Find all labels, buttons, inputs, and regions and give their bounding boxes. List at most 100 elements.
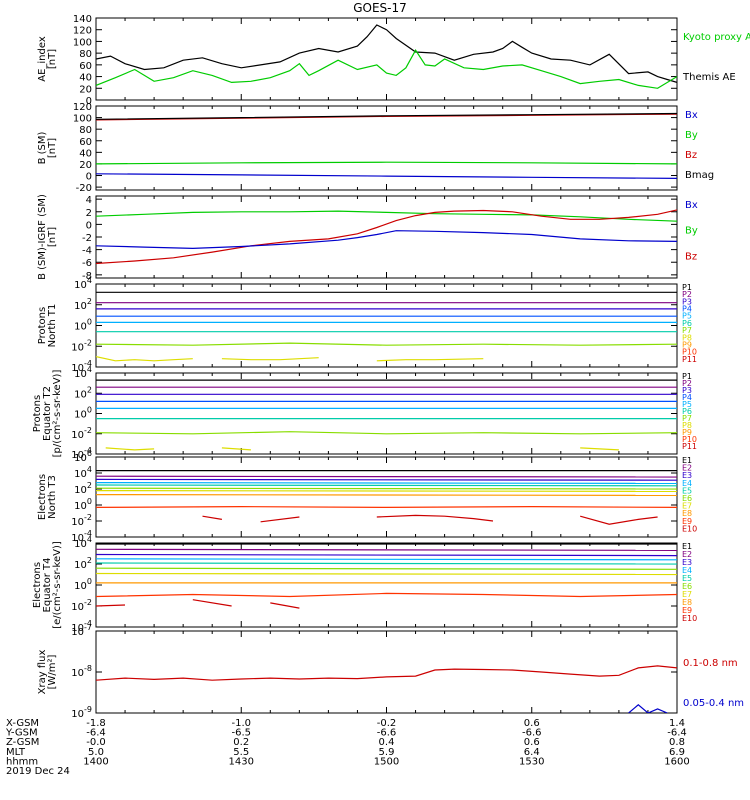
series-line-p8c bbox=[580, 447, 619, 451]
figure-title: GOES-17 bbox=[353, 1, 407, 15]
y-tick-label: 0 bbox=[86, 172, 92, 183]
y-axis-label: Protons bbox=[32, 395, 43, 432]
series-line-e9 bbox=[96, 592, 677, 598]
y-tick-label: 102 bbox=[74, 556, 92, 571]
y-tick-label: 102 bbox=[74, 481, 92, 496]
series-line-p8 bbox=[96, 356, 193, 362]
footer-value: -6.6 bbox=[377, 728, 397, 739]
series-line-bz bbox=[96, 209, 677, 265]
y-tick-label: 104 bbox=[74, 535, 92, 550]
legend-entry: P5 bbox=[682, 312, 692, 321]
series-line-e4 bbox=[96, 558, 677, 561]
series-line-e2 bbox=[96, 548, 677, 552]
y-tick-label: 0 bbox=[86, 96, 92, 107]
y-axis-label: B (SM) bbox=[37, 131, 48, 164]
legend-entry: E1 bbox=[682, 542, 692, 551]
panel-frame bbox=[95, 456, 678, 538]
legend-entry: E2 bbox=[682, 550, 692, 559]
series-line-e7 bbox=[96, 572, 677, 576]
y-tick-label: 104 bbox=[74, 365, 92, 380]
y-tick-label: 10-7 bbox=[71, 623, 92, 638]
footer-value: -6.6 bbox=[522, 728, 542, 739]
panel-frame bbox=[95, 372, 678, 455]
series-line-e8 bbox=[96, 494, 677, 496]
footer-value: 6.4 bbox=[524, 747, 540, 758]
legend-entry: E5 bbox=[682, 574, 692, 583]
y-tick-label: 120 bbox=[73, 102, 92, 113]
legend-entry: E5 bbox=[682, 486, 692, 495]
y-axis-label: North T1 bbox=[47, 304, 58, 348]
series-line-themis-ae bbox=[96, 24, 677, 83]
y-axis-label: [e/(cm²-s-sr-keV)] bbox=[52, 541, 63, 629]
series-line-e10d bbox=[580, 515, 658, 525]
y-tick-label: 40 bbox=[79, 73, 92, 84]
legend-entry: P9 bbox=[682, 340, 692, 349]
panel-7: 10-9 10-8 10-7 Xray flux [W/m²] 0.1-0.8 nm 0.0… bbox=[37, 623, 744, 720]
y-tick-label: 40 bbox=[79, 148, 92, 159]
legend-entry: P3 bbox=[682, 297, 692, 306]
legend-entry: P10 bbox=[682, 435, 697, 444]
footer-value: -0.0 bbox=[86, 737, 106, 748]
legend-entry: P3 bbox=[682, 386, 692, 395]
footer-row-label: Z-GSM bbox=[6, 737, 39, 748]
footer-value: -0.2 bbox=[377, 718, 397, 729]
footer-value: 5.5 bbox=[233, 747, 249, 758]
y-axis-label: Equator T2 bbox=[42, 386, 53, 441]
footer-value: -6.4 bbox=[667, 728, 687, 739]
footer-value: 5.9 bbox=[379, 747, 395, 758]
y-axis-label: [W/m²] bbox=[47, 654, 58, 689]
legend-entry: Bmag bbox=[685, 170, 714, 181]
y-tick-label: 80 bbox=[79, 125, 92, 136]
legend-entry: E1 bbox=[682, 456, 692, 465]
series-line-e3 bbox=[96, 553, 677, 557]
y-axis-label: [p/(cm²-s-sr-keV)] bbox=[52, 370, 63, 458]
legend-entry: P6 bbox=[682, 319, 692, 328]
y-tick-label: 20 bbox=[79, 84, 92, 95]
legend-entry: E4 bbox=[682, 479, 692, 488]
panel-4: 10-4 10-2 100 102 104 Protons Equator T2 [p/(cm… bbox=[32, 365, 697, 461]
footer-row-label: Y-GSM bbox=[5, 728, 38, 739]
series-line-e4 bbox=[96, 482, 677, 484]
series-line-by bbox=[96, 210, 677, 222]
y-axis-label: Electrons bbox=[37, 474, 48, 520]
series-line-e9 bbox=[96, 505, 677, 509]
series-line-0-05-0-4-nm bbox=[628, 704, 668, 713]
legend-entry: P9 bbox=[682, 428, 692, 437]
legend-entry: P1 bbox=[682, 372, 692, 381]
legend-entry: E4 bbox=[682, 566, 692, 575]
ephemeris-footer: X-GSM -1.8 -1.0 -0.2 0.6 1.4 Y-GSM -6.4 -6.5 -6.6… bbox=[5, 718, 690, 777]
legend-entry: E6 bbox=[682, 582, 692, 591]
y-tick-label: 10-4 bbox=[71, 619, 92, 634]
legend-entry: E10 bbox=[682, 614, 697, 623]
legend-entry: E7 bbox=[682, 502, 692, 511]
y-axis-label: North T3 bbox=[47, 475, 58, 519]
footer-value: 1600 bbox=[664, 756, 689, 767]
legend-entry: E7 bbox=[682, 590, 692, 599]
series-line-bmag bbox=[96, 112, 677, 120]
footer-value: -1.0 bbox=[231, 718, 251, 729]
legend-entry: E3 bbox=[682, 558, 692, 567]
legend-entry: P8 bbox=[682, 333, 692, 342]
legend-entry: 0.05-0.4 nm bbox=[683, 698, 744, 709]
series-line-bz bbox=[96, 113, 677, 121]
legend-entry: E9 bbox=[682, 606, 692, 615]
series-line-p8b bbox=[221, 357, 319, 361]
legend-entry: Bz bbox=[685, 251, 697, 262]
y-tick-label: 100 bbox=[73, 114, 92, 125]
legend-entry: P2 bbox=[682, 379, 692, 388]
y-tick-label: 140 bbox=[73, 14, 92, 25]
y-tick-label: 100 bbox=[74, 318, 92, 333]
y-axis-label: Equator T4 bbox=[42, 558, 53, 613]
y-tick-label: 102 bbox=[74, 297, 92, 312]
y-tick-label: -8 bbox=[82, 271, 92, 282]
legend-entry: P4 bbox=[682, 393, 692, 402]
y-tick-label: 100 bbox=[74, 406, 92, 421]
legend-entry: E6 bbox=[682, 494, 692, 503]
legend-entry: P8 bbox=[682, 421, 692, 430]
y-axis-label: [nT] bbox=[47, 49, 58, 69]
y-tick-label: 10-2 bbox=[71, 426, 92, 441]
y-axis-label: AE_index bbox=[37, 36, 48, 82]
footer-value: 0.8 bbox=[669, 737, 685, 748]
